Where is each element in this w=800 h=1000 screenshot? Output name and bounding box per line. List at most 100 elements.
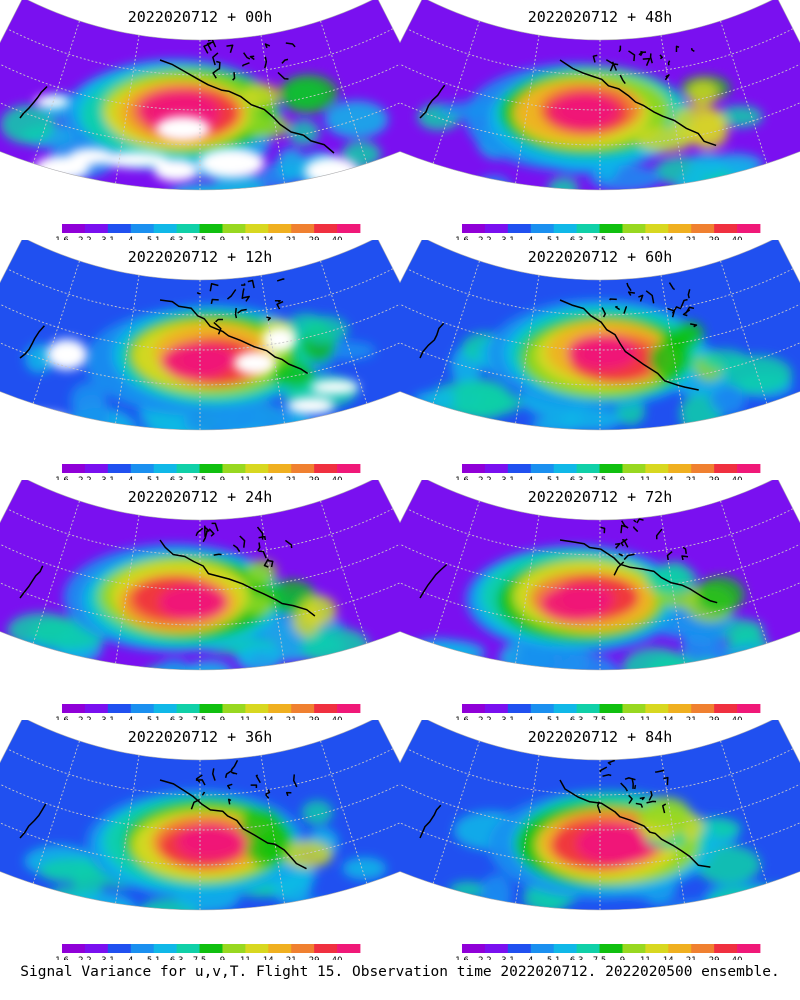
panel-title: 2022020712 + 36h bbox=[127, 728, 273, 746]
colorbar-swatch bbox=[668, 464, 692, 473]
colorbar-swatch bbox=[714, 944, 738, 953]
colorbar-swatch bbox=[153, 944, 178, 953]
colorbar-tick-label: 29 bbox=[709, 716, 720, 720]
variance-map bbox=[0, 480, 400, 671]
colorbar-tick-label: 40 bbox=[732, 236, 743, 240]
colorbar-tick-label: 29 bbox=[309, 956, 320, 960]
colorbar-tick-label: 14 bbox=[263, 476, 274, 480]
colorbar-swatch bbox=[107, 944, 132, 953]
colorbar-swatch bbox=[691, 464, 715, 473]
colorbar-swatch bbox=[553, 464, 578, 473]
colorbar-swatch bbox=[484, 944, 509, 953]
colorbar-tick-label: 3.1 bbox=[101, 716, 115, 720]
colorbar-tick-label: 6.3 bbox=[570, 476, 584, 480]
colorbar-tick-label: 6.3 bbox=[570, 236, 584, 240]
colorbar-tick-label: 11 bbox=[240, 956, 251, 960]
colorbar-swatch bbox=[714, 704, 738, 713]
colorbar-tick-label: 7.5 bbox=[593, 956, 607, 960]
colorbar-tick-label: 21 bbox=[686, 476, 697, 480]
colorbar-swatch bbox=[107, 464, 132, 473]
colorbar-swatch bbox=[291, 464, 315, 473]
colorbar-tick-label: 2.2 bbox=[78, 716, 92, 720]
colorbar-swatch bbox=[314, 224, 338, 233]
colorbar-tick-label: 3.1 bbox=[501, 236, 515, 240]
colorbar-tick-label: 1.6 bbox=[55, 476, 69, 480]
colorbar-tick-label: 11 bbox=[240, 236, 251, 240]
colorbar-swatch bbox=[553, 944, 578, 953]
colorbar-swatch bbox=[62, 944, 86, 953]
colorbar-swatch bbox=[222, 464, 246, 473]
colorbar-tick-label: 11 bbox=[240, 716, 251, 720]
colorbar-swatch bbox=[176, 704, 200, 713]
colorbar-tick-label: 9 bbox=[220, 716, 225, 720]
colorbar-swatch bbox=[507, 944, 532, 953]
colorbar-swatch bbox=[462, 464, 486, 473]
variance-map bbox=[0, 240, 400, 431]
colorbar-tick-label: 14 bbox=[263, 716, 274, 720]
colorbar-tick-label: 21 bbox=[686, 716, 697, 720]
colorbar-swatch bbox=[268, 464, 292, 473]
colorbar-tick-label: 7.5 bbox=[193, 716, 207, 720]
panel-title: 2022020712 + 12h bbox=[127, 248, 273, 266]
panel-title: 2022020712 + 24h bbox=[127, 488, 273, 506]
colorbar: 1.6 2.2 3.1 4 5.1 6.3 7.5 9 11 14 21 29 40 bbox=[55, 464, 361, 480]
colorbar-swatch bbox=[691, 944, 715, 953]
colorbar-swatch bbox=[530, 944, 555, 953]
colorbar-tick-label: 4 bbox=[528, 236, 533, 240]
forecast-panel: 2022020712 + 36h 1.6 2.2 3.1 4 5.1 6.3 7.5 9 11 14… bbox=[0, 720, 400, 960]
colorbar-tick-label: 1.6 bbox=[455, 476, 469, 480]
colorbar: 1.6 2.2 3.1 4 5.1 6.3 7.5 9 11 14 21 29 40 bbox=[55, 944, 361, 960]
colorbar-tick-label: 7.5 bbox=[593, 476, 607, 480]
colorbar-swatch bbox=[153, 224, 178, 233]
colorbar-tick-label: 5.1 bbox=[547, 956, 561, 960]
colorbar-tick-label: 6.3 bbox=[170, 236, 184, 240]
variance-map bbox=[0, 0, 400, 191]
colorbar-tick-label: 40 bbox=[732, 716, 743, 720]
colorbar-swatch bbox=[599, 944, 623, 953]
colorbar-swatch bbox=[291, 224, 315, 233]
colorbar-swatch bbox=[84, 704, 109, 713]
colorbar-tick-label: 3.1 bbox=[101, 476, 115, 480]
forecast-panel: 2022020712 + 48h 1.6 2.2 3.1 4 5.1 6.3 7.5 9 11 14… bbox=[400, 0, 800, 240]
colorbar-swatch bbox=[84, 224, 109, 233]
forecast-panel: 2022020712 + 00h 1.6 2.2 3.1 4 5.1 6.3 7.5 9 11 14… bbox=[0, 0, 400, 240]
colorbar-swatch bbox=[130, 224, 155, 233]
colorbar-tick-label: 2.2 bbox=[478, 956, 492, 960]
colorbar-swatch bbox=[737, 224, 761, 233]
colorbar-tick-label: 7.5 bbox=[593, 716, 607, 720]
colorbar-swatch bbox=[576, 464, 600, 473]
colorbar-tick-label: 11 bbox=[640, 716, 651, 720]
forecast-panel: 2022020712 + 84h 1.6 2.2 3.1 4 5.1 6.3 7.5 9 11 14… bbox=[400, 720, 800, 960]
colorbar-tick-label: 6.3 bbox=[170, 956, 184, 960]
panel-title: 2022020712 + 00h bbox=[127, 8, 273, 26]
colorbar-swatch bbox=[314, 704, 338, 713]
colorbar-swatch bbox=[507, 224, 532, 233]
colorbar-swatch bbox=[130, 704, 155, 713]
colorbar-swatch bbox=[153, 464, 178, 473]
colorbar-swatch bbox=[737, 704, 761, 713]
colorbar-tick-label: 1.6 bbox=[455, 236, 469, 240]
colorbar-tick-label: 6.3 bbox=[570, 716, 584, 720]
colorbar-tick-label: 21 bbox=[686, 236, 697, 240]
colorbar-swatch bbox=[107, 224, 132, 233]
colorbar-swatch bbox=[245, 464, 269, 473]
colorbar-swatch bbox=[130, 464, 155, 473]
colorbar-tick-label: 11 bbox=[640, 476, 651, 480]
forecast-panel: 2022020712 + 72h 1.6 2.2 3.1 4 5.1 6.3 7.5 9 11 14… bbox=[400, 480, 800, 720]
colorbar: 1.6 2.2 3.1 4 5.1 6.3 7.5 9 11 14 21 29 40 bbox=[455, 464, 761, 480]
colorbar-tick-label: 29 bbox=[309, 236, 320, 240]
colorbar-swatch bbox=[668, 944, 692, 953]
colorbar-swatch bbox=[668, 704, 692, 713]
colorbar-tick-label: 1.6 bbox=[455, 956, 469, 960]
colorbar-swatch bbox=[222, 704, 246, 713]
colorbar-tick-label: 21 bbox=[286, 476, 297, 480]
colorbar-swatch bbox=[291, 944, 315, 953]
colorbar-swatch bbox=[199, 224, 223, 233]
colorbar-tick-label: 21 bbox=[286, 956, 297, 960]
colorbar-tick-label: 6.3 bbox=[570, 956, 584, 960]
colorbar-swatch bbox=[222, 224, 246, 233]
forecast-panel: 2022020712 + 60h 1.6 2.2 3.1 4 5.1 6.3 7.5 9 11 14… bbox=[400, 240, 800, 480]
colorbar-swatch bbox=[645, 224, 669, 233]
colorbar-tick-label: 29 bbox=[309, 476, 320, 480]
colorbar-tick-label: 29 bbox=[709, 956, 720, 960]
